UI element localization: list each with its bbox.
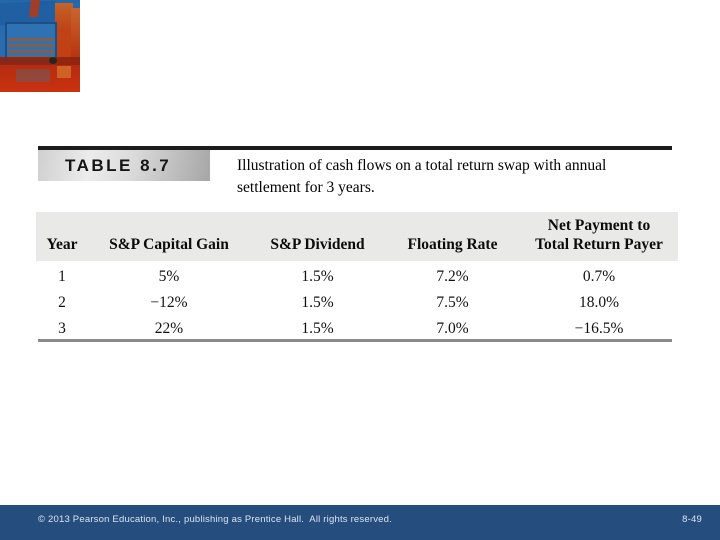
cell-net-payment: 0.7%	[582, 268, 616, 285]
page-number: 8-49	[682, 514, 702, 525]
art-layer	[16, 69, 50, 82]
col-header-net-payment: Net Payment to Total Return Payer	[520, 212, 678, 261]
cell-floating-rate: 7.0%	[436, 320, 469, 337]
cell-floating-rate: 7.5%	[436, 294, 469, 311]
col-header-dividend: S&P Dividend	[250, 212, 385, 261]
table-row: 2 −12% 1.5% 7.5% 18.0%	[36, 290, 678, 316]
cell-dividend: 1.5%	[301, 268, 334, 285]
cell-year: 3	[58, 320, 66, 337]
copyright-text: © 2013 Pearson Education, Inc., publishi…	[38, 514, 392, 525]
footer-bar: © 2013 Pearson Education, Inc., publishi…	[0, 505, 720, 540]
art-layer	[0, 57, 80, 67]
cell-net-payment: −16.5%	[574, 320, 624, 337]
col-header-year: Year	[36, 212, 88, 261]
cell-capital-gain: 22%	[154, 320, 184, 337]
table-header-row: Year S&P Capital Gain S&P Dividend Float…	[36, 212, 678, 261]
col-header-floating-rate: Floating Rate	[385, 212, 520, 261]
cell-net-payment: 18.0%	[578, 294, 620, 311]
cell-year: 2	[58, 294, 66, 311]
art-layer	[8, 38, 54, 60]
cell-dividend: 1.5%	[301, 294, 334, 311]
table-top-rule	[38, 146, 672, 150]
table-number-label: TABLE 8.7	[38, 150, 210, 181]
cell-dividend: 1.5%	[301, 320, 334, 337]
table-row: 3 22% 1.5% 7.0% −16.5%	[36, 316, 678, 342]
abstract-art-image	[0, 0, 80, 92]
art-layer	[49, 57, 57, 64]
cell-capital-gain: 5%	[158, 268, 180, 285]
cashflow-table: Year S&P Capital Gain S&P Dividend Float…	[36, 212, 678, 342]
art-layer	[57, 66, 71, 78]
art-layer	[71, 8, 80, 92]
table-number-text: TABLE 8.7	[65, 155, 172, 175]
cell-floating-rate: 7.2%	[436, 268, 469, 285]
table-bottom-rule	[38, 339, 672, 342]
col-header-capital-gain: S&P Capital Gain	[88, 212, 250, 261]
table-row: 1 5% 1.5% 7.2% 0.7%	[36, 261, 678, 290]
cell-capital-gain: −12%	[150, 294, 188, 311]
table-caption: Illustration of cash flows on a total re…	[237, 157, 607, 196]
cell-year: 1	[58, 268, 66, 285]
